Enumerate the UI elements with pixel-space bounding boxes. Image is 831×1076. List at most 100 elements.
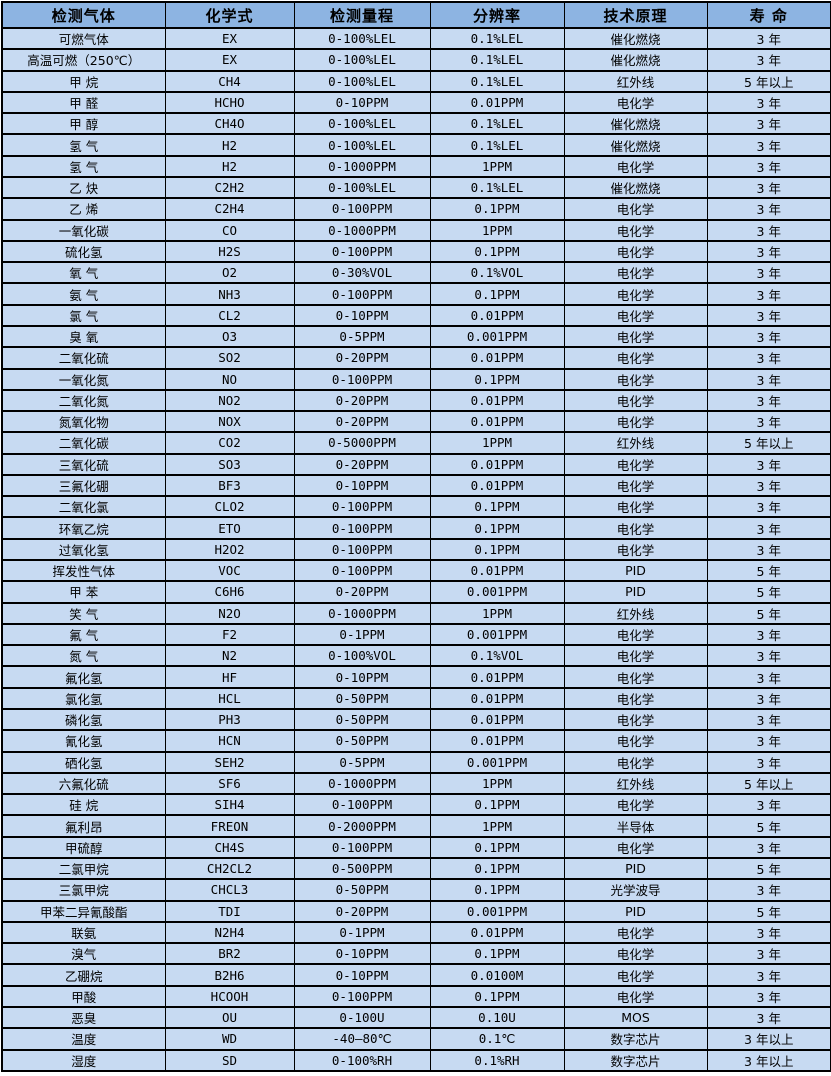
cell-lifespan: 3 年 [706,729,831,753]
cell-range: 0-10PPM [293,90,431,115]
cell-formula: CO [164,218,295,242]
cell-gas-name: 氮氧化物 [1,410,166,434]
table-row: 氢 气 H2 0-100%LEL 0.1%LEL 催化燃烧 3 年 [1,133,831,157]
cell-range: 0-100PPM [293,367,431,391]
cell-gas-name: 一氧化碳 [1,218,166,242]
cell-resolution: 0.01PPM [429,920,565,945]
cell-formula: HCHO [164,90,295,115]
cell-gas-name: 溴气 [1,942,166,966]
table-row: 硫化氢 H2S 0-100PPM 0.1PPM 电化学 3 年 [1,239,831,264]
cell-principle: 电化学 [563,346,708,370]
cell-resolution: 0.01PPM [429,473,565,498]
cell-gas-name: 二氧化硫 [1,346,166,370]
cell-lifespan: 3 年 [706,239,831,264]
cell-gas-name: 磷化氢 [1,707,166,732]
cell-range: 0-50PPM [293,729,431,753]
cell-gas-name: 硫化氢 [1,239,166,264]
cell-lifespan: 3 年 [706,154,831,178]
cell-gas-name: 环氧乙烷 [1,516,166,540]
cell-gas-name: 甲酸 [1,984,166,1008]
table-row: 三氟化硼 BF3 0-10PPM 0.01PPM 电化学 3 年 [1,473,831,498]
cell-principle: PID [563,559,708,583]
cell-principle: 电化学 [563,154,708,178]
cell-formula: OU [164,1005,295,1030]
cell-principle: 电化学 [563,261,708,285]
table-row: 湿度 SD 0-100%RH 0.1%RH 数字芯片 3 年以上 [1,1048,831,1072]
cell-principle: 红外线 [563,431,708,455]
table-row: 氯化氢 HCL 0-50PPM 0.01PPM 电化学 3 年 [1,686,831,711]
cell-principle: 电化学 [563,473,708,498]
cell-lifespan: 3 年 [706,473,831,498]
cell-formula: CL2 [164,303,295,327]
cell-resolution: 0.001PPM [429,750,565,774]
cell-resolution: 0.1PPM [429,282,565,306]
cell-lifespan: 3 年 [706,112,831,136]
cell-formula: EX [164,48,295,72]
cell-gas-name: 氧 气 [1,261,166,285]
cell-gas-name: 甲硫醇 [1,835,166,859]
cell-principle: 电化学 [563,793,708,817]
cell-lifespan: 3 年 [706,920,831,945]
table-row: 氢 气 H2 0-1000PPM 1PPM 电化学 3 年 [1,154,831,178]
table-row: 乙 炔 C2H2 0-100%LEL 0.1%LEL 催化燃烧 3 年 [1,175,831,200]
cell-lifespan: 3 年 [706,750,831,774]
cell-lifespan: 5 年以上 [706,431,831,455]
cell-formula: SO3 [164,452,295,476]
cell-gas-name: 可燃气体 [1,26,166,51]
cell-resolution: 0.1PPM [429,516,565,540]
cell-formula: ETO [164,516,295,540]
cell-lifespan: 3 年 [706,686,831,711]
table-row: 溴气 BR2 0-10PPM 0.1PPM 电化学 3 年 [1,942,831,966]
cell-gas-name: 二氧化氯 [1,495,166,519]
cell-principle: MOS [563,1005,708,1030]
cell-lifespan: 5 年 [706,899,831,923]
cell-resolution: 0.1%LEL [429,175,565,200]
cell-lifespan: 3 年 [706,303,831,327]
table-row: 氟 气 F2 0-1PPM 0.001PPM 电化学 3 年 [1,622,831,647]
table-header: 检测气体 化学式 检测量程 分辨率 技术原理寿 命 [1,1,831,29]
cell-formula: VOC [164,559,295,583]
cell-formula: CH4S [164,835,295,859]
cell-lifespan: 3 年 [706,218,831,242]
cell-formula: C6H6 [164,580,295,604]
cell-principle: PID [563,856,708,881]
cell-lifespan: 3 年 [706,495,831,519]
cell-formula: BF3 [164,473,295,498]
cell-range: 0-100PPM [293,984,431,1008]
table-row: 氰化氢 HCN 0-50PPM 0.01PPM 电化学 3 年 [1,729,831,753]
cell-formula: C2H4 [164,197,295,221]
cell-formula: HCL [164,686,295,711]
table-row: 联氨 N2H4 0-1PPM 0.01PPM 电化学 3 年 [1,920,831,945]
cell-gas-name: 氯化氢 [1,686,166,711]
cell-resolution: 0.1%LEL [429,48,565,72]
cell-formula: PH3 [164,707,295,732]
cell-gas-name: 六氟化硫 [1,771,166,796]
cell-principle: 电化学 [563,622,708,647]
cell-range: 0-50PPM [293,686,431,711]
cell-principle: 电化学 [563,516,708,540]
cell-range: 0-100PPM [293,239,431,264]
cell-gas-name: 氯 气 [1,303,166,327]
cell-gas-name: 甲 醇 [1,112,166,136]
cell-formula: FREON [164,814,295,838]
cell-lifespan: 3 年 [706,197,831,221]
cell-resolution: 0.1%LEL [429,26,565,51]
cell-lifespan: 3 年 [706,835,831,859]
cell-principle: 电化学 [563,495,708,519]
cell-formula: O3 [164,324,295,349]
cell-gas-name: 笑 气 [1,601,166,625]
table-row: 甲硫醇 CH4S 0-100PPM 0.1PPM 电化学 3 年 [1,835,831,859]
cell-gas-name: 甲 醛 [1,90,166,115]
cell-formula: CLO2 [164,495,295,519]
table-row: 高温可燃（250℃） EX 0-100%LEL 0.1%LEL 催化燃烧 3 年 [1,48,831,72]
table-row: 氯 气 CL2 0-10PPM 0.01PPM 电化学 3 年 [1,303,831,327]
table-row: 甲苯二异氰酸酯 TDI 0-20PPM 0.001PPM PID 5 年 [1,899,831,923]
cell-lifespan: 3 年 [706,878,831,902]
table-row: 甲 醛 HCHO 0-10PPM 0.01PPM 电化学 3 年 [1,90,831,115]
cell-formula: NH3 [164,282,295,306]
cell-principle: 催化燃烧 [563,175,708,200]
cell-resolution: 0.1%LEL [429,133,565,157]
table-row: 六氟化硫 SF6 0-1000PPM 1PPM 红外线 5 年以上 [1,771,831,796]
cell-resolution: 0.1PPM [429,367,565,391]
